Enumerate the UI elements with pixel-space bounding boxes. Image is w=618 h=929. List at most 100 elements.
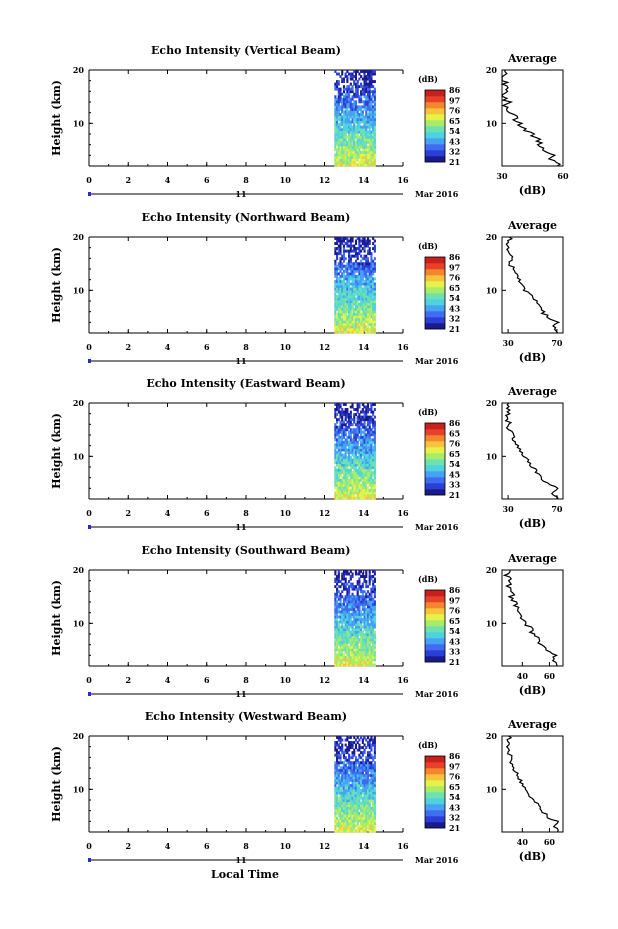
average-unit: (dB) xyxy=(519,351,546,364)
heatmap-cell xyxy=(334,628,337,632)
heatmap-cell xyxy=(360,153,363,157)
heatmap-cell xyxy=(336,612,339,616)
heatmap-cell xyxy=(346,587,349,591)
heatmap-cell xyxy=(356,600,359,604)
heatmap-cell xyxy=(373,112,376,116)
heatmap-cell xyxy=(339,468,342,472)
heatmap-cell xyxy=(341,633,344,637)
heatmap-cell xyxy=(349,143,352,147)
heatmap-cell xyxy=(342,244,346,248)
heatmap-cell xyxy=(342,582,346,586)
heatmap-cell xyxy=(339,155,342,159)
heatmap-cell xyxy=(351,115,354,119)
heatmap-cell xyxy=(344,317,347,321)
heatmap-cell xyxy=(360,112,363,116)
heatmap-cell xyxy=(356,405,359,409)
heatmap-cell xyxy=(373,763,376,767)
heatmap-cell xyxy=(337,327,340,331)
heatmap-cell xyxy=(351,640,354,644)
heatmap-cell xyxy=(339,130,342,134)
heatmap-cell xyxy=(368,458,371,462)
heatmap-cell xyxy=(356,809,359,813)
y-axis-label: Height (km) xyxy=(50,413,63,489)
heatmap-cell xyxy=(348,115,351,119)
heatmap-cell xyxy=(346,824,349,828)
heatmap-cell xyxy=(342,420,346,424)
heatmap-cell xyxy=(334,623,337,626)
heatmap-cell xyxy=(358,625,361,629)
heatmap-cell xyxy=(358,458,361,462)
heatmap-cell xyxy=(341,486,344,490)
heatmap-cell xyxy=(361,592,364,596)
heatmap-cell xyxy=(351,650,354,654)
heatmap-cell xyxy=(342,297,346,301)
heatmap-cell xyxy=(373,105,376,109)
average-unit: (dB) xyxy=(519,184,546,197)
heatmap-cell xyxy=(373,87,376,91)
heatmap-cell xyxy=(334,638,337,642)
heatmap-cell xyxy=(339,488,342,492)
heatmap-cell xyxy=(370,90,373,94)
heatmap-cell xyxy=(336,660,339,664)
heatmap-cell xyxy=(336,630,339,634)
heatmap-cell xyxy=(366,643,370,647)
heatmap-cell xyxy=(361,112,364,116)
heatmap-cell xyxy=(366,794,370,798)
heatmap-cell xyxy=(354,612,358,616)
heatmap-cell xyxy=(368,456,371,459)
x-tick-label: 6 xyxy=(204,841,210,851)
heatmap-cell xyxy=(346,811,349,815)
heatmap-cell xyxy=(361,605,364,609)
heatmap-cell xyxy=(373,643,376,647)
heatmap-cell xyxy=(366,633,370,637)
heatmap-cell xyxy=(341,262,344,266)
heatmap-cell xyxy=(353,435,356,439)
heatmap-cell xyxy=(337,453,340,457)
heatmap-cell xyxy=(348,423,351,427)
heatmap-cell xyxy=(337,660,340,664)
heatmap-cell xyxy=(363,292,366,296)
heatmap-cell xyxy=(356,123,359,126)
heatmap-cell xyxy=(368,145,371,149)
heatmap-cell xyxy=(373,473,376,477)
colorbar-segment xyxy=(425,287,445,294)
heatmap-cell xyxy=(361,473,364,477)
heatmap-cell xyxy=(348,125,351,129)
heatmap-cell xyxy=(346,658,349,662)
heatmap-cell xyxy=(373,789,376,792)
heatmap-cell xyxy=(337,295,340,299)
heatmap-cell xyxy=(354,789,358,792)
heatmap-cell xyxy=(344,595,347,599)
heatmap-cell xyxy=(339,160,342,164)
heatmap-cell xyxy=(348,138,351,142)
colorbar-segment xyxy=(425,108,445,115)
heatmap-cell xyxy=(354,107,358,111)
heatmap-cell xyxy=(348,264,351,268)
heatmap-cell xyxy=(373,607,376,611)
average-line xyxy=(505,735,560,833)
heatmap-cell xyxy=(372,738,375,742)
heatmap-cell xyxy=(341,107,344,111)
x-tick-label: 10 xyxy=(280,841,292,851)
heatmap-cell xyxy=(337,277,340,281)
heatmap-cell xyxy=(373,443,376,447)
heatmap-cell xyxy=(342,145,346,149)
heatmap-cell xyxy=(372,478,375,482)
heatmap-cell xyxy=(353,105,356,109)
heatmap-cell xyxy=(342,824,346,828)
heatmap-cell xyxy=(341,453,344,457)
heatmap-cell xyxy=(372,282,375,286)
x-tick-label: 8 xyxy=(243,175,249,185)
heatmap-cell xyxy=(337,481,340,485)
heatmap-cell xyxy=(349,277,352,281)
heatmap-cell xyxy=(370,292,373,296)
heatmap-cell xyxy=(370,305,373,309)
heatmap-cell xyxy=(354,239,358,243)
heatmap-cell xyxy=(356,736,359,739)
colorbar-tick-label: 33 xyxy=(449,647,461,657)
heatmap-cell xyxy=(346,292,349,296)
heatmap-cell xyxy=(341,784,344,787)
heatmap-cell xyxy=(349,607,352,611)
heatmap-cell xyxy=(344,153,347,157)
